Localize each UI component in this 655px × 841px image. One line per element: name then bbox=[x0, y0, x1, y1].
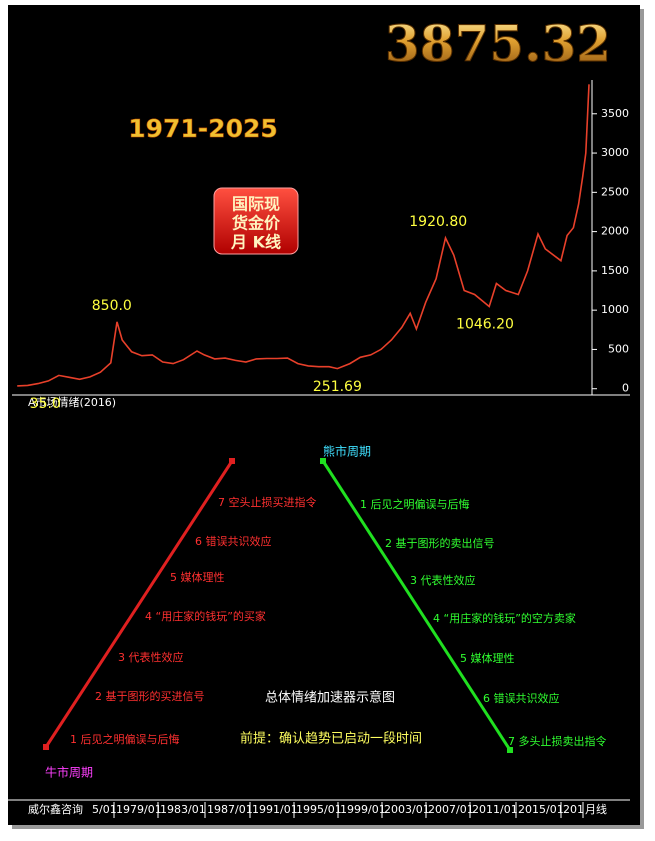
bear-step: 3 代表性效应 bbox=[410, 573, 476, 587]
footer-label: 2011/01 bbox=[472, 803, 518, 816]
y-tick-label: 1000 bbox=[601, 303, 629, 316]
badge bbox=[213, 187, 299, 255]
bull-end bbox=[43, 744, 49, 750]
annotation: 1046.20 bbox=[456, 317, 514, 333]
footer-label: 月线 bbox=[585, 802, 607, 816]
chart-subtitle: 1971-2025 bbox=[128, 114, 278, 143]
bear-end bbox=[320, 458, 326, 464]
footer-label: 2007/01 bbox=[428, 803, 474, 816]
bear-step: 6 错误共识效应 bbox=[483, 691, 560, 705]
price-line bbox=[17, 84, 590, 387]
bull-step: 6 错误共识效应 bbox=[195, 534, 272, 548]
y-tick-label: 2000 bbox=[601, 225, 629, 238]
footer-label: 5/01 bbox=[92, 803, 117, 816]
footer-label: 2015/01 bbox=[518, 803, 564, 816]
y-tick-label: 3000 bbox=[601, 146, 629, 159]
annotation: 850.0 bbox=[92, 298, 132, 314]
y-tick-label: 2500 bbox=[601, 185, 629, 198]
bull-title: 牛市周期 bbox=[45, 765, 93, 780]
y-tick-label: 1500 bbox=[601, 264, 629, 277]
footer-label: 2003/01 bbox=[384, 803, 430, 816]
bear-step: 5 媒体理性 bbox=[460, 651, 515, 665]
bull-end bbox=[229, 458, 235, 464]
badge-line: 国际现 bbox=[232, 195, 280, 214]
bull-step: 5 媒体理性 bbox=[170, 570, 225, 584]
panel-label: A市场情绪(2016) bbox=[28, 395, 116, 409]
bull-step: 1 后见之明偏误与后悔 bbox=[70, 732, 180, 746]
footer-label: 201 bbox=[563, 803, 584, 816]
badge-line: 货金价 bbox=[232, 214, 281, 233]
footer-label: 1995/01 bbox=[296, 803, 342, 816]
caption: 总体情绪加速器示意图 bbox=[265, 690, 395, 706]
bull-step: 4 “用庄家的钱玩”的买家 bbox=[145, 609, 266, 623]
y-tick-label: 0 bbox=[622, 382, 629, 395]
footer-label: 1987/01 bbox=[207, 803, 253, 816]
bear-step: 2 基于图形的卖出信号 bbox=[385, 536, 495, 550]
annotation: 35.0 bbox=[30, 396, 61, 412]
footer-label: 1991/01 bbox=[252, 803, 298, 816]
y-tick-label: 3500 bbox=[601, 107, 629, 120]
bull-step: 2 基于图形的买进信号 bbox=[95, 689, 205, 703]
bear-step: 4 “用庄家的钱玩”的空方卖家 bbox=[433, 611, 576, 625]
premise: 前提：确认趋势已启动一段时间 bbox=[240, 731, 422, 747]
annotation: 251.69 bbox=[313, 379, 362, 395]
footer-label: 1983/01 bbox=[160, 803, 206, 816]
annotation: 1920.80 bbox=[409, 214, 467, 230]
chart-title: 3875.32 bbox=[385, 14, 611, 73]
y-tick-label: 500 bbox=[608, 342, 629, 355]
footer-label: 威尔鑫咨询 bbox=[28, 802, 83, 816]
bear-line bbox=[321, 460, 512, 751]
bull-line bbox=[44, 460, 234, 748]
footer-label: 1979/01 bbox=[116, 803, 162, 816]
bear-title: 熊市周期 bbox=[323, 444, 371, 459]
footer-label: 1999/01 bbox=[340, 803, 386, 816]
bear-step: 1 后见之明偏误与后悔 bbox=[360, 497, 470, 511]
panel bbox=[8, 5, 640, 825]
footer bbox=[8, 800, 640, 820]
bear-step: 7 多头止损卖出指令 bbox=[508, 734, 607, 748]
bull-step: 3 代表性效应 bbox=[118, 650, 184, 664]
bear-end bbox=[507, 747, 513, 753]
bull-step: 7 空头止损买进指令 bbox=[218, 495, 317, 509]
badge-line: 月 K线 bbox=[230, 233, 281, 252]
